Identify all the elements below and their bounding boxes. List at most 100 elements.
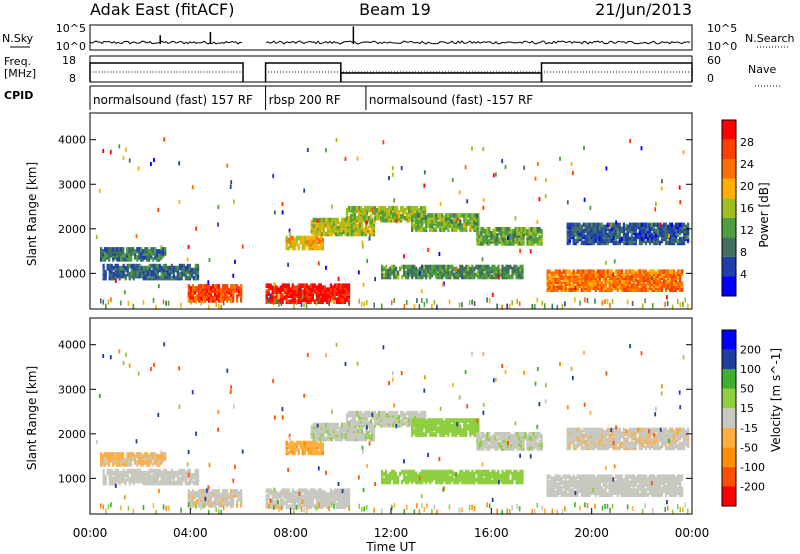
- velocity-cell: [102, 454, 105, 459]
- power-cell: [152, 247, 155, 252]
- velocity-cell: [285, 488, 288, 493]
- velocity-cell: [317, 488, 320, 493]
- power-cell: [363, 205, 367, 211]
- power-cell: [576, 230, 579, 236]
- power-cell: [116, 271, 119, 277]
- power-cell: [459, 219, 462, 224]
- power-cell: [391, 300, 393, 306]
- velocity-cell: [420, 410, 423, 416]
- power-cell: [612, 228, 615, 234]
- power-cell: [684, 297, 687, 303]
- power-cell: [281, 293, 284, 298]
- power-cell: [594, 222, 597, 228]
- power-cell: [461, 223, 464, 228]
- velocity-cell: [447, 426, 450, 431]
- power-cell: [395, 270, 398, 276]
- cpid-segment-label: normalsound (fast) -157 RF: [369, 93, 533, 107]
- power-cell: [600, 232, 603, 238]
- power-cell: [618, 226, 621, 232]
- power-cell: [137, 166, 140, 171]
- power-cell: [512, 237, 515, 242]
- velocity-echo-cells: [95, 342, 690, 515]
- power-ytick-label: 1000: [58, 267, 86, 280]
- velocity-cell: [358, 436, 362, 442]
- velocity-cell: [329, 488, 332, 493]
- power-cell: [425, 219, 428, 224]
- noise-sky-series: [89, 40, 691, 45]
- power-cell: [403, 254, 405, 259]
- velocity-cell: [410, 416, 413, 422]
- power-cell: [184, 265, 187, 271]
- power-cell: [463, 266, 466, 272]
- power-cell: [347, 205, 351, 211]
- power-cell: [427, 221, 430, 226]
- power-cell: [132, 251, 135, 256]
- power-cell: [297, 243, 300, 249]
- power-cell: [501, 270, 504, 276]
- power-cell: [580, 281, 583, 286]
- power-cell: [498, 227, 501, 232]
- power-cell: [459, 264, 462, 270]
- velocity-cell: [435, 430, 438, 435]
- power-cell: [530, 227, 533, 232]
- power-cell: [529, 249, 532, 254]
- velocity-cell: [301, 450, 304, 456]
- velocity-cell: [118, 470, 121, 476]
- power-cell: [138, 271, 141, 277]
- velocity-cell: [134, 476, 137, 482]
- power-cell: [481, 268, 484, 274]
- power-cell: [559, 156, 561, 161]
- power-cell: [677, 299, 679, 305]
- velocity-cell: [130, 474, 133, 480]
- velocity-cell: [128, 476, 131, 482]
- velocity-cell: [370, 432, 374, 438]
- velocity-cell: [343, 498, 346, 503]
- power-cell: [178, 271, 181, 277]
- power-cell: [323, 285, 326, 290]
- power-cell: [608, 287, 611, 292]
- velocity-cell: [120, 470, 123, 476]
- power-cell: [331, 285, 334, 290]
- power-cell: [160, 245, 163, 250]
- velocity-cell: [319, 446, 322, 452]
- velocity-cell: [148, 462, 151, 467]
- power-cell: [317, 245, 320, 251]
- power-cell: [221, 288, 225, 293]
- power-cell: [154, 263, 157, 269]
- power-cell: [283, 295, 286, 300]
- power-cell: [672, 277, 676, 282]
- power-cell: [138, 263, 141, 269]
- velocity-cell: [154, 452, 157, 457]
- velocity-cell: [162, 468, 165, 474]
- velocity-cell: [189, 497, 192, 502]
- power-cell: [461, 264, 464, 270]
- power-cell: [415, 227, 418, 232]
- power-cell: [516, 298, 518, 304]
- power-cell: [566, 269, 569, 274]
- power-cell: [566, 232, 569, 238]
- power-cell: [363, 213, 367, 219]
- velocity-cell: [441, 422, 444, 427]
- velocity-cell: [305, 498, 308, 503]
- velocity-cell: [369, 418, 373, 424]
- power-cell: [223, 294, 227, 299]
- power-cell: [373, 205, 377, 211]
- power-cell: [622, 240, 625, 246]
- power-cell: [487, 264, 490, 270]
- power-cell: [681, 222, 684, 228]
- velocity-cell: [158, 468, 161, 474]
- power-cell: [202, 298, 205, 304]
- power-cell: [205, 283, 208, 288]
- power-cell: [568, 279, 571, 284]
- velocity-cell: [221, 493, 225, 498]
- power-cell: [425, 215, 428, 220]
- velocity-cell: [279, 502, 282, 507]
- power-cell: [481, 264, 484, 270]
- velocity-cell: [128, 480, 131, 486]
- power-cell: [384, 217, 387, 223]
- power-cell: [616, 234, 619, 240]
- power-cell: [578, 269, 581, 274]
- velocity-cell: [275, 490, 278, 495]
- power-cbar-swatch: [722, 198, 736, 218]
- power-cell: [324, 231, 327, 237]
